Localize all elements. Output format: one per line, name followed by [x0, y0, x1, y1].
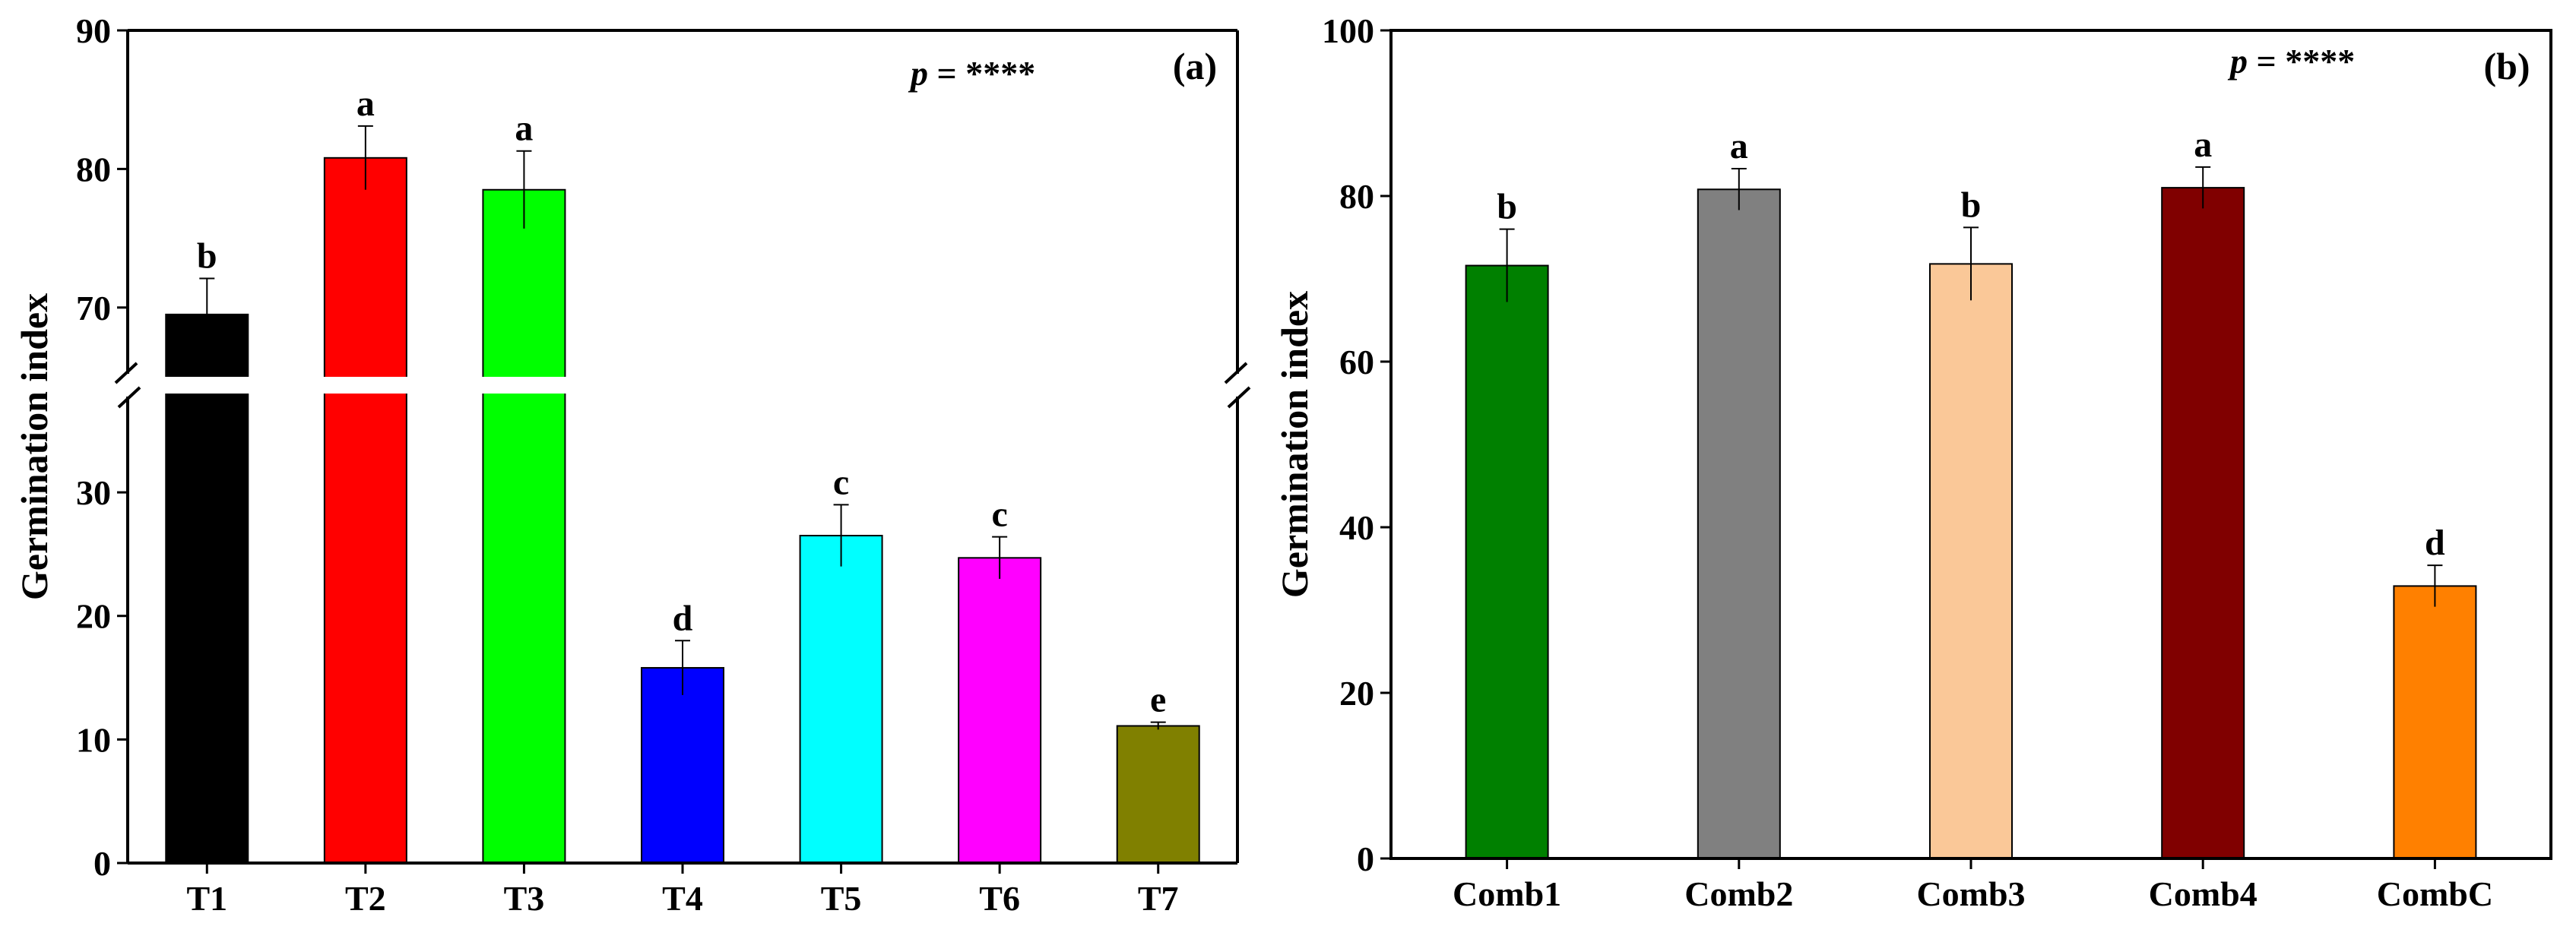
y-tick-label-30: 30	[76, 473, 111, 512]
x-tick-label-t3: T3	[504, 879, 545, 918]
bar-comb1	[1465, 264, 1549, 859]
error-bar-t6	[992, 536, 1008, 579]
bar-comb4	[2161, 187, 2245, 860]
x-tick-label-comb2: Comb2	[1684, 874, 1793, 913]
x-tick-label-comb1: Comb1	[1453, 874, 1561, 913]
bar-comb2	[1697, 188, 1781, 859]
p-value-b: p = ****	[2227, 42, 2355, 81]
sig-letter-t3: a	[515, 109, 533, 149]
bar-t1	[165, 313, 249, 865]
error-bar-t1	[199, 277, 215, 351]
panel-a-chart: b T1 a T2 a T3 d T4 c T5 c T6 e T7 70 80 90 0 10 20 30 Germin…	[13, 11, 1251, 918]
bar-t7	[1116, 725, 1200, 864]
bar-t6	[958, 557, 1042, 864]
sig-letter-comb3: b	[1961, 185, 1982, 225]
x-tick-label-t5: T5	[821, 879, 862, 918]
error-bar-t5	[833, 504, 849, 567]
axis-break-gap-t1	[163, 377, 251, 394]
sig-letter-t1: b	[197, 236, 217, 276]
x-tick-label-t7: T7	[1138, 879, 1179, 918]
panel-label-b: (b)	[2483, 45, 2530, 87]
y-tick-label-80: 80	[1339, 177, 1374, 216]
axis-break-right	[1224, 362, 1251, 409]
bar-t4	[641, 667, 724, 864]
y-tick-label-20: 20	[76, 597, 111, 636]
y-axis-title-b: Germination index	[1273, 291, 1316, 598]
p-value-a: p = ****	[908, 54, 1035, 93]
y-tick-label-90: 90	[76, 11, 111, 50]
axes-frame-b	[1389, 29, 2552, 860]
axis-break-gap-t3	[480, 377, 568, 394]
y-tick-label-70: 70	[76, 289, 111, 327]
y-axis-title-a: Germination index	[13, 293, 55, 600]
sig-letter-t6: c	[991, 495, 1007, 535]
y-tick-label-0: 0	[1357, 839, 1374, 878]
error-bar-comb2	[1731, 168, 1747, 210]
y-tick-label-40: 40	[1339, 508, 1374, 547]
x-tick-label-t2: T2	[345, 879, 386, 918]
sig-letter-t2: a	[356, 84, 375, 124]
x-tick-label-t1: T1	[186, 879, 227, 918]
sig-letter-combc: d	[2425, 523, 2445, 563]
y-tick-label-100: 100	[1322, 11, 1374, 50]
axis-break-left	[114, 362, 141, 409]
panel-label-a: (a)	[1173, 45, 1217, 87]
x-tick-label-comb3: Comb3	[1916, 874, 2025, 913]
error-bar-comb1	[1499, 228, 1515, 302]
panel-b-chart: b Comb1 a Comb2 b Comb3 a Comb4 d CombC 0 20 40 60 80 1…	[1273, 11, 2552, 913]
sig-letter-comb2: a	[1730, 126, 1748, 166]
error-bar-t4	[675, 640, 690, 695]
y-tick-label-10: 10	[76, 720, 111, 759]
sig-letter-t4: d	[673, 598, 693, 638]
error-bar-t2	[357, 125, 373, 190]
y-tick-label-80: 80	[76, 150, 111, 188]
error-bar-combc	[2427, 564, 2443, 607]
y-tick-label-20: 20	[1339, 674, 1374, 713]
sig-letter-t5: c	[833, 462, 849, 502]
error-bar-comb3	[1963, 226, 1979, 301]
axis-break-gap-t2	[322, 377, 409, 394]
error-bar-t3	[516, 150, 532, 229]
y-tick-label-0: 0	[93, 844, 111, 883]
axes-frame-a	[126, 29, 1239, 865]
bar-comb3	[1929, 263, 2013, 859]
bar-combc	[2393, 585, 2477, 859]
x-tick-label-comb4: Comb4	[2149, 874, 2258, 913]
bar-t3	[482, 188, 566, 864]
y-tick-label-60: 60	[1339, 343, 1374, 381]
x-tick-label-t4: T4	[662, 879, 703, 918]
bar-t5	[799, 535, 883, 864]
sig-letter-t7: e	[1150, 680, 1166, 720]
x-tick-label-combc: CombC	[2377, 874, 2493, 913]
sig-letter-comb4: a	[2194, 125, 2212, 165]
error-bar-t7	[1150, 721, 1166, 730]
bar-t2	[323, 156, 407, 865]
sig-letter-comb1: b	[1497, 187, 1517, 227]
x-tick-label-t6: T6	[979, 879, 1020, 918]
error-bar-comb4	[2195, 166, 2211, 209]
